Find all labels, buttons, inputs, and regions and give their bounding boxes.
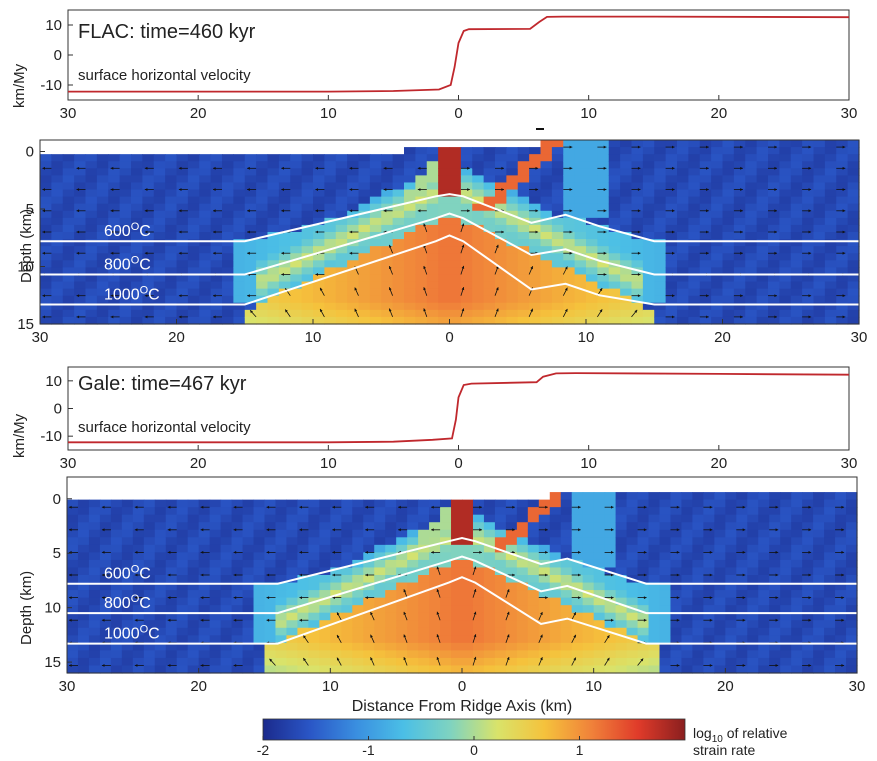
- isotherm-label: 1000OC: [104, 284, 160, 303]
- y-tick-label: -10: [40, 428, 62, 445]
- colorbar-tick-label: -2: [257, 742, 270, 758]
- x-tick-label: 20: [190, 455, 207, 472]
- x-tick-label: 30: [851, 329, 868, 346]
- y-tick-label: 0: [54, 401, 62, 418]
- gale-velocity-panel: Gale: time=467 kyr surface horizontal ve…: [11, 366, 858, 472]
- gale-strain-x-ticks: 30 20 10 0 10 20 30: [59, 668, 866, 695]
- flac-velocity-series: [68, 15, 850, 93]
- gale-velocity-ylabel: km/My: [11, 413, 28, 458]
- gale-velocity-x-ticks: 30 20 10 0 10 20 30: [60, 445, 858, 472]
- flac-strain-y-ticks: 0 5 10 15: [17, 144, 45, 333]
- gale-strain-xlabel: Distance From Ridge Axis (km): [352, 698, 573, 715]
- flac-strain-panel: 600OC 800OC 1000OC Depth (km) 0 5 10 15 30 20 1…: [17, 128, 867, 346]
- flac-velocity-annotation: surface horizontal velocity: [78, 67, 251, 84]
- isotherm-label: 800OC: [104, 593, 151, 612]
- x-tick-label: 10: [585, 678, 602, 695]
- x-tick-label: 0: [454, 105, 462, 122]
- isotherm-label: 1000OC: [104, 624, 160, 643]
- y-tick-label: 10: [17, 259, 34, 276]
- x-tick-label: 0: [454, 455, 462, 472]
- flac-title: FLAC: time=460 kyr: [78, 21, 256, 43]
- colorbar: -2 -1 0 1 log10 of relative strain rate: [257, 718, 788, 758]
- y-tick-label: -10: [40, 77, 62, 94]
- isotherm-label: 600OC: [104, 221, 151, 240]
- isotherm-line: [67, 555, 857, 615]
- flac-fault-marker: [536, 128, 544, 130]
- y-tick-label: 15: [44, 654, 61, 671]
- gale-velocity-arrows: [69, 505, 845, 667]
- x-tick-label: 10: [320, 105, 337, 122]
- x-tick-label: 20: [190, 678, 207, 695]
- isotherm-line: [40, 212, 859, 276]
- y-tick-label: 0: [26, 144, 34, 161]
- x-tick-label: 20: [714, 329, 731, 346]
- x-tick-label: 10: [305, 329, 322, 346]
- gale-strain-y-ticks: 0 5 10 15: [44, 491, 72, 671]
- x-tick-label: 10: [580, 105, 597, 122]
- isotherm-line: [67, 536, 857, 585]
- x-tick-label: 30: [841, 105, 858, 122]
- x-tick-label: 20: [168, 329, 185, 346]
- gale-strain-panel: 600OC 800OC 1000OC Depth (km) 0 5 10 15 30 20 1…: [18, 476, 866, 715]
- x-tick-label: 10: [580, 455, 597, 472]
- flac-strain-field: [40, 140, 860, 325]
- isotherm-line: [67, 576, 857, 645]
- x-tick-label: 10: [578, 329, 595, 346]
- flac-velocity-x-ticks: 30 20 10 0 10 20 30: [60, 95, 858, 122]
- gale-strain-ylabel: Depth (km): [18, 571, 35, 645]
- flac-strain-x-ticks: 30 20 10 0 10 20 30: [32, 319, 868, 346]
- x-tick-label: 20: [710, 455, 727, 472]
- y-tick-label: 0: [54, 47, 62, 64]
- colorbar-tick-label: 1: [576, 742, 584, 758]
- x-tick-label: 30: [849, 678, 866, 695]
- y-tick-label: 10: [45, 17, 62, 34]
- y-tick-label: 0: [53, 491, 61, 508]
- flac-velocity-ylabel: km/My: [11, 63, 28, 108]
- x-tick-label: 10: [322, 678, 339, 695]
- colorbar-ticks: -2 -1 0 1: [257, 736, 584, 758]
- gale-velocity-annotation: surface horizontal velocity: [78, 419, 251, 436]
- flac-strain-ylabel: Depth (km): [18, 209, 35, 283]
- x-tick-label: 20: [710, 105, 727, 122]
- x-tick-label: 0: [445, 329, 453, 346]
- y-tick-label: 5: [26, 201, 34, 218]
- gale-title: Gale: time=467 kyr: [78, 373, 247, 395]
- flac-isotherms: 600OC 800OC 1000OC: [40, 193, 859, 306]
- isotherm-label: 600OC: [104, 564, 151, 583]
- y-tick-label: 10: [45, 373, 62, 390]
- gale-velocity-y-ticks: 10 0 -10: [40, 373, 73, 445]
- x-tick-label: 10: [320, 455, 337, 472]
- colorbar-label-line2: strain rate: [693, 742, 755, 758]
- gale-strain-field: [67, 492, 858, 674]
- x-tick-label: 30: [60, 105, 77, 122]
- colorbar-tick-label: 0: [470, 742, 478, 758]
- isotherm-line: [40, 193, 859, 243]
- y-tick-label: 15: [17, 316, 34, 333]
- x-tick-label: 30: [32, 329, 49, 346]
- x-tick-label: 30: [59, 678, 76, 695]
- flac-velocity-y-ticks: 10 0 -10: [40, 17, 73, 94]
- isotherm-line: [40, 234, 859, 306]
- gale-velocity-series: [68, 372, 850, 444]
- gale-isotherms: 600OC 800OC 1000OC: [67, 536, 857, 645]
- isotherm-label: 800OC: [104, 255, 151, 274]
- x-tick-label: 30: [60, 455, 77, 472]
- flac-velocity-panel: FLAC: time=460 kyr surface horizontal ve…: [11, 9, 858, 122]
- x-tick-label: 20: [190, 105, 207, 122]
- colorbar-label-line1: log10 of relative: [693, 725, 788, 745]
- colorbar-tick-label: -1: [362, 742, 375, 758]
- x-tick-label: 0: [458, 678, 466, 695]
- y-tick-label: 10: [44, 600, 61, 617]
- y-tick-label: 5: [53, 545, 61, 562]
- x-tick-label: 30: [841, 455, 858, 472]
- x-tick-label: 20: [717, 678, 734, 695]
